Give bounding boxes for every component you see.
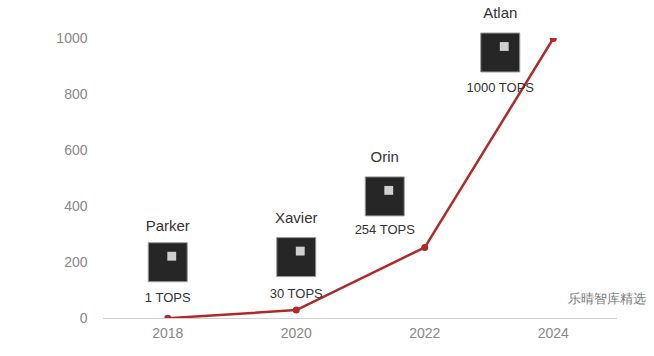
svg-text:1000 TOPS: 1000 TOPS — [467, 80, 535, 95]
svg-text:254 TOPS: 254 TOPS — [355, 222, 416, 237]
svg-text:30 TOPS: 30 TOPS — [270, 286, 323, 301]
svg-text:2018: 2018 — [152, 325, 183, 341]
svg-text:400: 400 — [64, 198, 88, 214]
svg-text:600: 600 — [64, 142, 88, 158]
svg-text:Orin: Orin — [371, 148, 399, 165]
svg-text:800: 800 — [64, 86, 88, 102]
svg-text:2020: 2020 — [281, 325, 312, 341]
svg-text:2022: 2022 — [409, 325, 440, 341]
svg-text:Parker: Parker — [146, 217, 190, 234]
svg-text:1000: 1000 — [56, 30, 87, 46]
svg-text:1 TOPS: 1 TOPS — [145, 290, 191, 305]
svg-text:Atlan: Atlan — [483, 4, 517, 21]
svg-text:Xavier: Xavier — [275, 209, 318, 226]
svg-text:2024: 2024 — [538, 325, 569, 341]
svg-text:0: 0 — [80, 310, 88, 326]
html-text:乐晴智库精选: 乐晴智库精选 — [568, 291, 646, 306]
svg-text:200: 200 — [64, 254, 88, 270]
